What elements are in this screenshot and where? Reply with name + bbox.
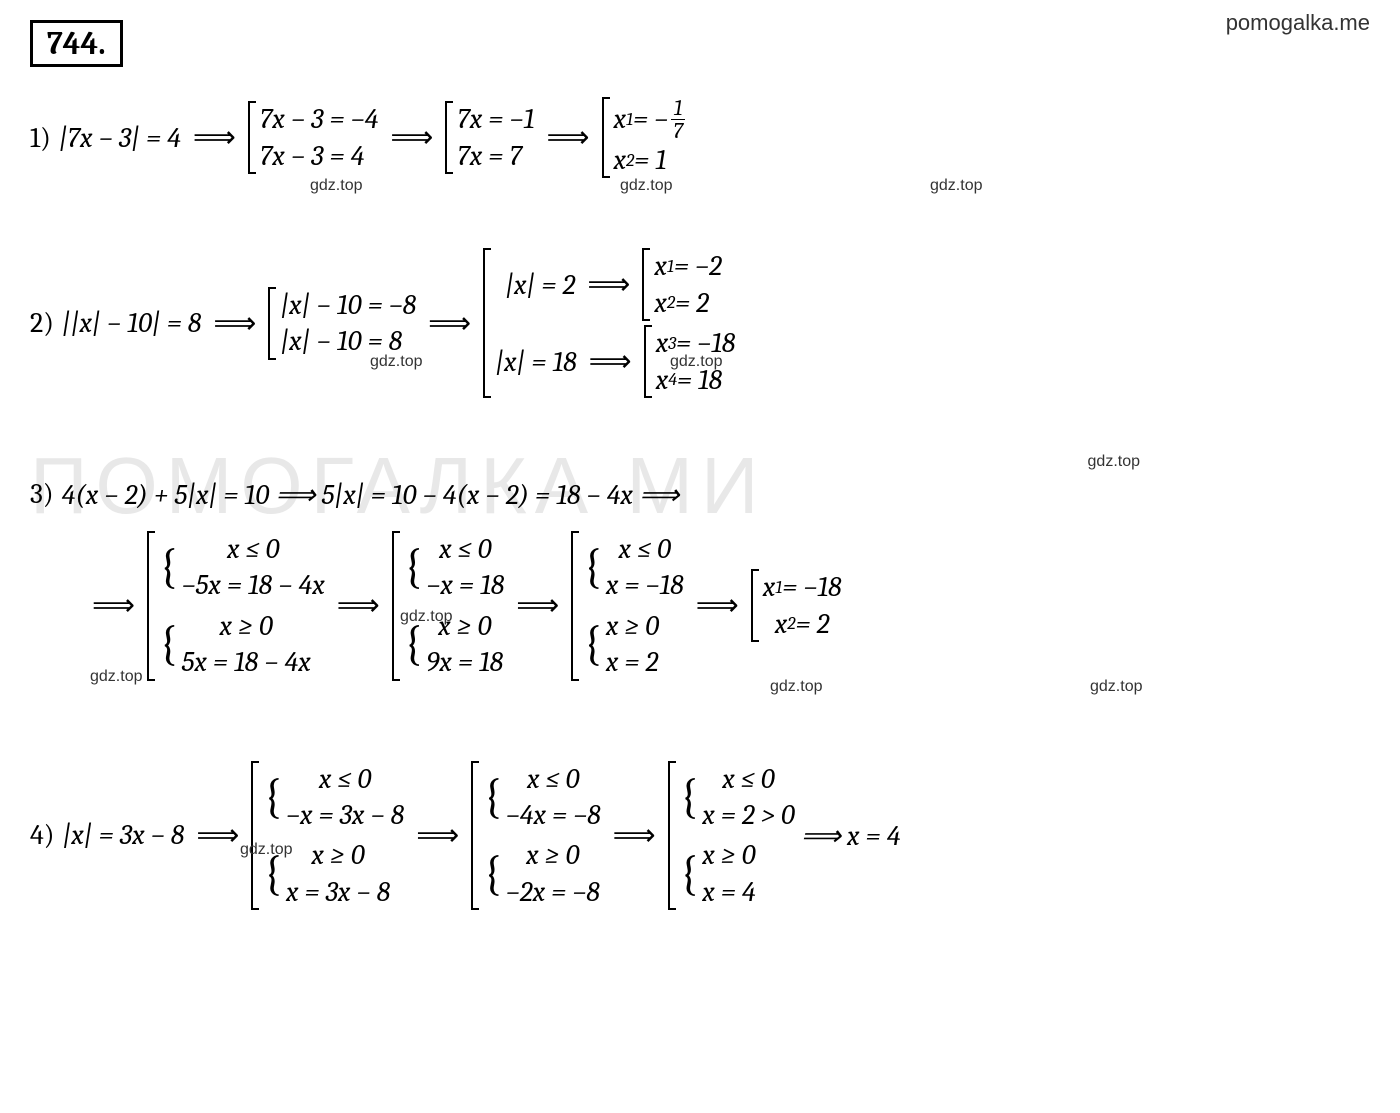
problem-number-box: 744. — [30, 20, 123, 67]
p1-bracket-3: x1 = − 17 x2 = 1 — [602, 97, 688, 178]
p4-lhs: |x| = 3x − 8 — [62, 819, 184, 851]
implies-icon: ⟹ — [416, 818, 459, 853]
p2-lhs: ||x| − 10| = 8 — [62, 307, 201, 339]
p1-lhs: |7x − 3| = 4 — [59, 122, 181, 154]
p2-result-top: x1 = −2 x2 = 2 — [642, 248, 722, 321]
p2-label: 2) — [30, 307, 54, 339]
problem-3: gdz.top 3) 4(x − 2) + 5|x| = 10 ⟹ 5|x| =… — [30, 478, 1370, 681]
p1-step2a: 7x = −1 — [457, 101, 534, 137]
p2-step2b: |x| = 18 — [495, 346, 576, 378]
p2-bracket-1: |x| − 10 = −8 |x| − 10 = 8 — [268, 287, 416, 360]
gdz-watermark: gdz.top — [90, 668, 142, 686]
gdz-watermark: gdz.top — [370, 353, 422, 371]
gdz-watermark: gdz.top — [930, 177, 982, 195]
p4-bracket-3: {x ≤ 0x = 2 > 0 {x ≥ 0x = 4 — [668, 761, 795, 911]
implies-icon: ⟹ — [613, 818, 656, 853]
gdz-watermark: gdz.top — [1090, 678, 1142, 696]
content: 744. 1) |7x − 3| = 4 ⟹ 7x − 3 = −4 7x − … — [30, 20, 1370, 910]
p3-line1: 4(x − 2) + 5|x| = 10 ⟹ 5|x| = 10 − 4(x −… — [62, 478, 680, 511]
p1-label: 1) — [30, 122, 51, 154]
p4-label: 4) — [30, 819, 54, 851]
gdz-watermark: gdz.top — [1088, 453, 1140, 471]
problem-4: 4) |x| = 3x − 8 ⟹ {x ≤ 0−x = 3x − 8 {x ≥… — [30, 761, 1370, 911]
implies-icon: ⟹ — [547, 120, 590, 155]
p3-bracket-2: {x ≤ 0−x = 18 {x ≥ 09x = 18 — [392, 531, 504, 681]
p1-bracket-2: 7x = −1 7x = 7 — [445, 101, 534, 174]
p3-bracket-3: {x ≤ 0x = −18 {x ≥ 0x = 2 — [571, 531, 683, 681]
p1-bracket-1: 7x − 3 = −4 7x − 3 = 4 — [248, 101, 378, 174]
gdz-watermark: gdz.top — [400, 608, 452, 626]
gdz-watermark: gdz.top — [770, 678, 822, 696]
implies-icon: ⟹ — [587, 267, 630, 302]
gdz-watermark: gdz.top — [310, 177, 362, 195]
problem-1: 1) |7x − 3| = 4 ⟹ 7x − 3 = −4 7x − 3 = 4… — [30, 97, 1370, 178]
implies-icon: ⟹ — [92, 588, 135, 623]
p1-result-1: x1 = − 17 — [614, 97, 688, 142]
implies-icon: ⟹ — [196, 818, 239, 853]
p4-bracket-2: {x ≤ 0−4x = −8 {x ≥ 0−2x = −8 — [471, 761, 600, 911]
implies-icon: ⟹ — [213, 306, 256, 341]
implies-icon: ⟹ — [337, 588, 380, 623]
gdz-watermark: gdz.top — [670, 353, 722, 371]
implies-icon: ⟹ — [428, 306, 471, 341]
implies-icon: ⟹ — [516, 588, 559, 623]
p2-step1a: |x| − 10 = −8 — [280, 287, 416, 323]
p1-result-2: x2 = 1 — [614, 142, 688, 178]
p1-step1b: 7x − 3 = 4 — [260, 138, 378, 174]
gdz-watermark: gdz.top — [240, 841, 292, 859]
p3-label: 3) — [30, 478, 54, 510]
implies-icon: ⟹ — [390, 120, 433, 155]
p4-bracket-1: {x ≤ 0−x = 3x − 8 {x ≥ 0x = 3x − 8 — [251, 761, 404, 911]
p1-step1a: 7x − 3 = −4 — [260, 101, 378, 137]
p2-step2a: |x| = 2 — [505, 269, 575, 301]
p2-bracket-2: |x| = 2 ⟹ x1 = −2 x2 = 2 |x| = 18 ⟹ — [483, 248, 735, 398]
implies-icon: ⟹ — [589, 344, 632, 379]
implies-icon: ⟹ — [696, 588, 739, 623]
p3-result: x1 = −18 x2 = 2 — [751, 569, 842, 642]
p1-step2b: 7x = 7 — [457, 138, 534, 174]
gdz-watermark: gdz.top — [620, 177, 672, 195]
problem-2: 2) ||x| − 10| = 8 ⟹ |x| − 10 = −8 |x| − … — [30, 248, 1370, 398]
implies-icon: ⟹ — [193, 120, 236, 155]
p3-bracket-1: {x ≤ 0−5x = 18 − 4x {x ≥ 05x = 18 − 4x — [147, 531, 325, 681]
p4-result: ⟹ x = 4 — [801, 819, 901, 852]
